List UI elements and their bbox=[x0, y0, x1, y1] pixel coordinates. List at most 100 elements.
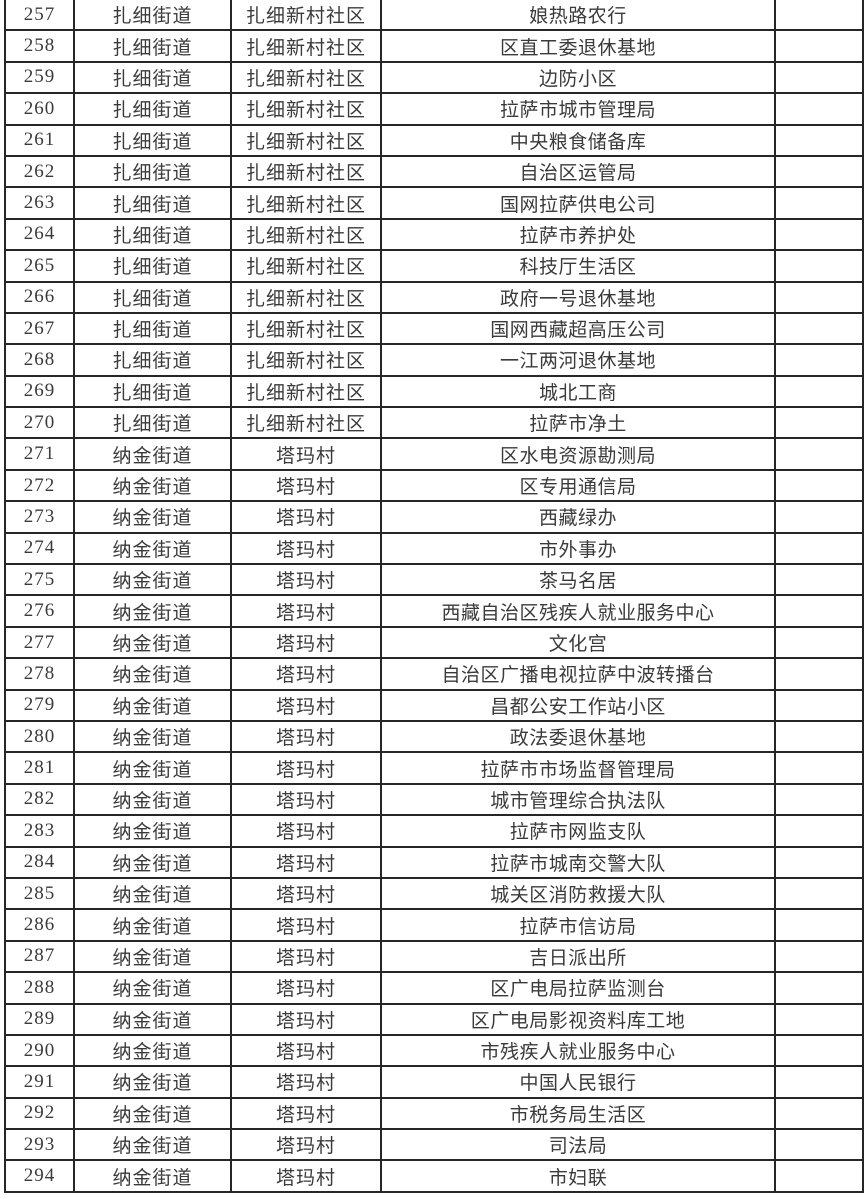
note-cell bbox=[774, 1128, 864, 1162]
street-cell: 纳金街道 bbox=[73, 814, 232, 848]
site-name-cell: 国网西藏超高压公司 bbox=[380, 311, 776, 346]
row-number-cell: 284 bbox=[4, 845, 75, 879]
table-row: 274 纳金街道 塔玛村 市外事办 bbox=[4, 531, 864, 566]
site-name-cell: 吉日派出所 bbox=[380, 939, 776, 974]
row-number-cell: 277 bbox=[4, 625, 75, 660]
row-number-cell: 270 bbox=[4, 406, 75, 440]
row-number-cell: 268 bbox=[4, 343, 75, 377]
site-name-cell: 中国人民银行 bbox=[380, 1065, 776, 1099]
table-row: 269 扎细街道 扎细新村社区 城北工商 bbox=[4, 374, 864, 409]
note-cell bbox=[774, 814, 864, 848]
community-cell: 塔玛村 bbox=[230, 563, 382, 597]
table-row: 292 纳金街道 塔玛村 市税务局生活区 bbox=[4, 1096, 864, 1131]
table-row: 273 纳金街道 塔玛村 西藏绿办 bbox=[4, 500, 864, 534]
community-cell: 塔玛村 bbox=[230, 751, 382, 785]
community-cell: 塔玛村 bbox=[230, 1128, 382, 1162]
site-name-cell: 自治区广播电视拉萨中波转播台 bbox=[380, 657, 776, 691]
note-cell bbox=[774, 0, 864, 32]
site-name-cell: 区水电资源勘测局 bbox=[380, 437, 776, 471]
row-number-cell: 292 bbox=[4, 1096, 75, 1131]
table-row: 280 纳金街道 塔玛村 政法委退休基地 bbox=[4, 719, 864, 754]
community-cell: 扎细新村社区 bbox=[230, 123, 382, 157]
note-cell bbox=[774, 406, 864, 440]
table-row: 286 纳金街道 塔玛村 拉萨市信访局 bbox=[4, 908, 864, 942]
row-number-cell: 264 bbox=[4, 217, 75, 252]
site-name-cell: 城市管理综合执法队 bbox=[380, 782, 776, 817]
site-name-cell: 拉萨市城南交警大队 bbox=[380, 845, 776, 879]
community-cell: 塔玛村 bbox=[230, 876, 382, 911]
street-cell: 纳金街道 bbox=[73, 500, 232, 534]
street-cell: 扎细街道 bbox=[73, 374, 232, 409]
table-row: 287 纳金街道 塔玛村 吉日派出所 bbox=[4, 939, 864, 974]
site-name-cell: 区广电局影视资料库工地 bbox=[380, 1002, 776, 1036]
note-cell bbox=[774, 625, 864, 660]
row-number-cell: 263 bbox=[4, 186, 75, 220]
site-name-cell: 政府一号退休基地 bbox=[380, 280, 776, 314]
row-number-cell: 275 bbox=[4, 563, 75, 597]
street-cell: 纳金街道 bbox=[73, 1065, 232, 1099]
street-cell: 纳金街道 bbox=[73, 939, 232, 974]
note-cell bbox=[774, 719, 864, 754]
note-cell bbox=[774, 688, 864, 722]
site-name-cell: 拉萨市养护处 bbox=[380, 217, 776, 252]
site-name-cell: 市妇联 bbox=[380, 1159, 776, 1193]
community-cell: 塔玛村 bbox=[230, 500, 382, 534]
site-name-cell: 城关区消防救援大队 bbox=[380, 876, 776, 911]
row-number-cell: 266 bbox=[4, 280, 75, 314]
community-cell: 塔玛村 bbox=[230, 1065, 382, 1099]
street-cell: 扎细街道 bbox=[73, 343, 232, 377]
site-name-cell: 拉萨市市场监督管理局 bbox=[380, 751, 776, 785]
site-name-cell: 昌都公安工作站小区 bbox=[380, 688, 776, 722]
street-cell: 扎细街道 bbox=[73, 249, 232, 283]
row-number-cell: 290 bbox=[4, 1033, 75, 1068]
note-cell bbox=[774, 437, 864, 471]
row-number-cell: 294 bbox=[4, 1159, 75, 1193]
row-number-cell: 273 bbox=[4, 500, 75, 534]
table-row: 282 纳金街道 塔玛村 城市管理综合执法队 bbox=[4, 782, 864, 817]
table-row: 263 扎细街道 扎细新村社区 国网拉萨供电公司 bbox=[4, 186, 864, 220]
row-number-cell: 262 bbox=[4, 154, 75, 189]
community-cell: 扎细新村社区 bbox=[230, 374, 382, 409]
street-cell: 纳金街道 bbox=[73, 1096, 232, 1131]
data-table: 257 扎细街道 扎细新村社区 娘热路农行 258 扎细街道 扎细新村社区 区直… bbox=[4, 0, 864, 1193]
note-cell bbox=[774, 60, 864, 95]
row-number-cell: 281 bbox=[4, 751, 75, 785]
table-row: 270 扎细街道 扎细新村社区 拉萨市净土 bbox=[4, 406, 864, 440]
table-row: 260 扎细街道 扎细新村社区 拉萨市城市管理局 bbox=[4, 92, 864, 126]
street-cell: 纳金街道 bbox=[73, 688, 232, 722]
note-cell bbox=[774, 154, 864, 189]
community-cell: 扎细新村社区 bbox=[230, 92, 382, 126]
site-name-cell: 市外事办 bbox=[380, 531, 776, 566]
row-number-cell: 287 bbox=[4, 939, 75, 974]
note-cell bbox=[774, 311, 864, 346]
note-cell bbox=[774, 123, 864, 157]
row-number-cell: 276 bbox=[4, 594, 75, 628]
note-cell bbox=[774, 939, 864, 974]
street-cell: 纳金街道 bbox=[73, 625, 232, 660]
community-cell: 扎细新村社区 bbox=[230, 29, 382, 63]
row-number-cell: 274 bbox=[4, 531, 75, 566]
community-cell: 塔玛村 bbox=[230, 782, 382, 817]
row-number-cell: 293 bbox=[4, 1128, 75, 1162]
table-row: 294 纳金街道 塔玛村 市妇联 bbox=[4, 1159, 864, 1193]
row-number-cell: 260 bbox=[4, 92, 75, 126]
note-cell bbox=[774, 1096, 864, 1131]
table-row: 262 扎细街道 扎细新村社区 自治区运管局 bbox=[4, 154, 864, 189]
table-row: 277 纳金街道 塔玛村 文化宫 bbox=[4, 625, 864, 660]
street-cell: 纳金街道 bbox=[73, 657, 232, 691]
community-cell: 塔玛村 bbox=[230, 437, 382, 471]
table-row: 278 纳金街道 塔玛村 自治区广播电视拉萨中波转播台 bbox=[4, 657, 864, 691]
row-number-cell: 291 bbox=[4, 1065, 75, 1099]
row-number-cell: 289 bbox=[4, 1002, 75, 1036]
community-cell: 塔玛村 bbox=[230, 971, 382, 1005]
table-row: 283 纳金街道 塔玛村 拉萨市网监支队 bbox=[4, 814, 864, 848]
community-cell: 扎细新村社区 bbox=[230, 280, 382, 314]
community-cell: 塔玛村 bbox=[230, 1096, 382, 1131]
table-row: 271 纳金街道 塔玛村 区水电资源勘测局 bbox=[4, 437, 864, 471]
community-cell: 扎细新村社区 bbox=[230, 60, 382, 95]
street-cell: 纳金街道 bbox=[73, 876, 232, 911]
note-cell bbox=[774, 343, 864, 377]
table-row: 276 纳金街道 塔玛村 西藏自治区残疾人就业服务中心 bbox=[4, 594, 864, 628]
street-cell: 扎细街道 bbox=[73, 406, 232, 440]
note-cell bbox=[774, 1002, 864, 1036]
